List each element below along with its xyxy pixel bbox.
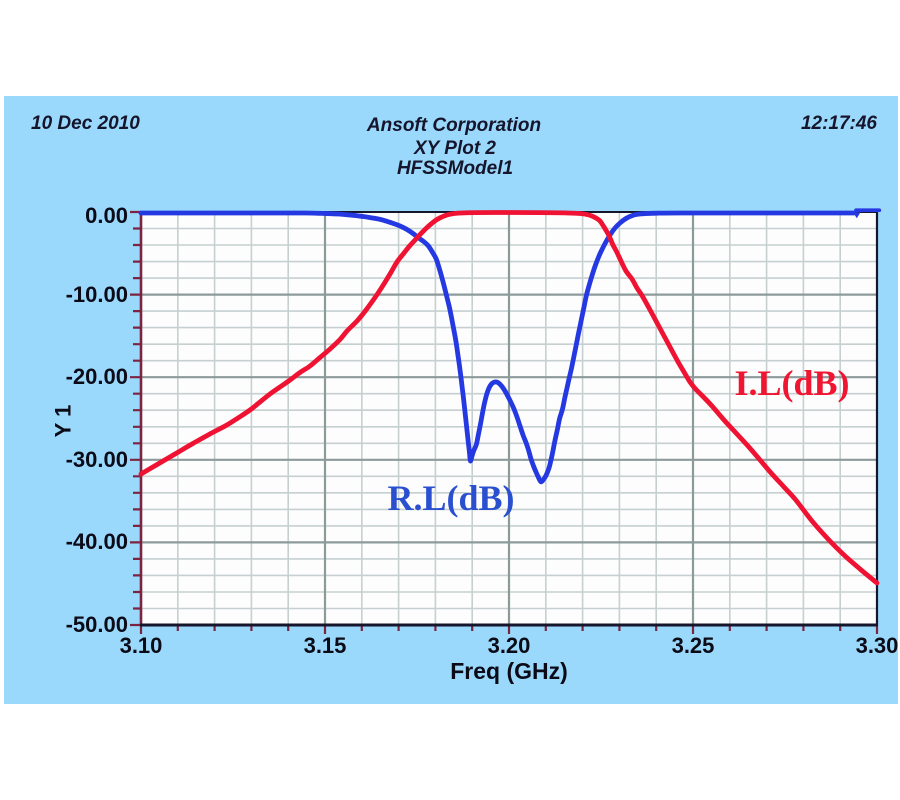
svg-text:Y 1: Y 1 xyxy=(51,405,76,438)
